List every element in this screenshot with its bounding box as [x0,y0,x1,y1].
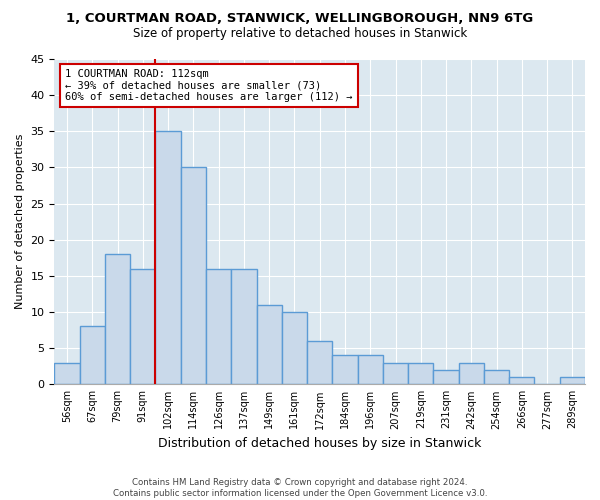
Bar [55,362,80,384]
Bar [307,341,332,384]
Bar [105,254,130,384]
Bar [358,356,383,384]
Y-axis label: Number of detached properties: Number of detached properties [15,134,25,310]
Text: 1, COURTMAN ROAD, STANWICK, WELLINGBOROUGH, NN9 6TG: 1, COURTMAN ROAD, STANWICK, WELLINGBOROU… [67,12,533,26]
X-axis label: Distribution of detached houses by size in Stanwick: Distribution of detached houses by size … [158,437,481,450]
Bar [155,132,181,384]
Bar [433,370,458,384]
Bar [383,362,408,384]
Bar [484,370,509,384]
Bar [80,326,105,384]
Text: 1 COURTMAN ROAD: 112sqm
← 39% of detached houses are smaller (73)
60% of semi-de: 1 COURTMAN ROAD: 112sqm ← 39% of detache… [65,69,353,102]
Bar [282,312,307,384]
Bar [332,356,358,384]
Bar [181,168,206,384]
Text: Size of property relative to detached houses in Stanwick: Size of property relative to detached ho… [133,28,467,40]
Bar [458,362,484,384]
Text: Contains HM Land Registry data © Crown copyright and database right 2024.
Contai: Contains HM Land Registry data © Crown c… [113,478,487,498]
Bar [130,268,155,384]
Bar [257,305,282,384]
Bar [206,268,231,384]
Bar [560,377,585,384]
Bar [231,268,257,384]
Bar [408,362,433,384]
Bar [509,377,535,384]
